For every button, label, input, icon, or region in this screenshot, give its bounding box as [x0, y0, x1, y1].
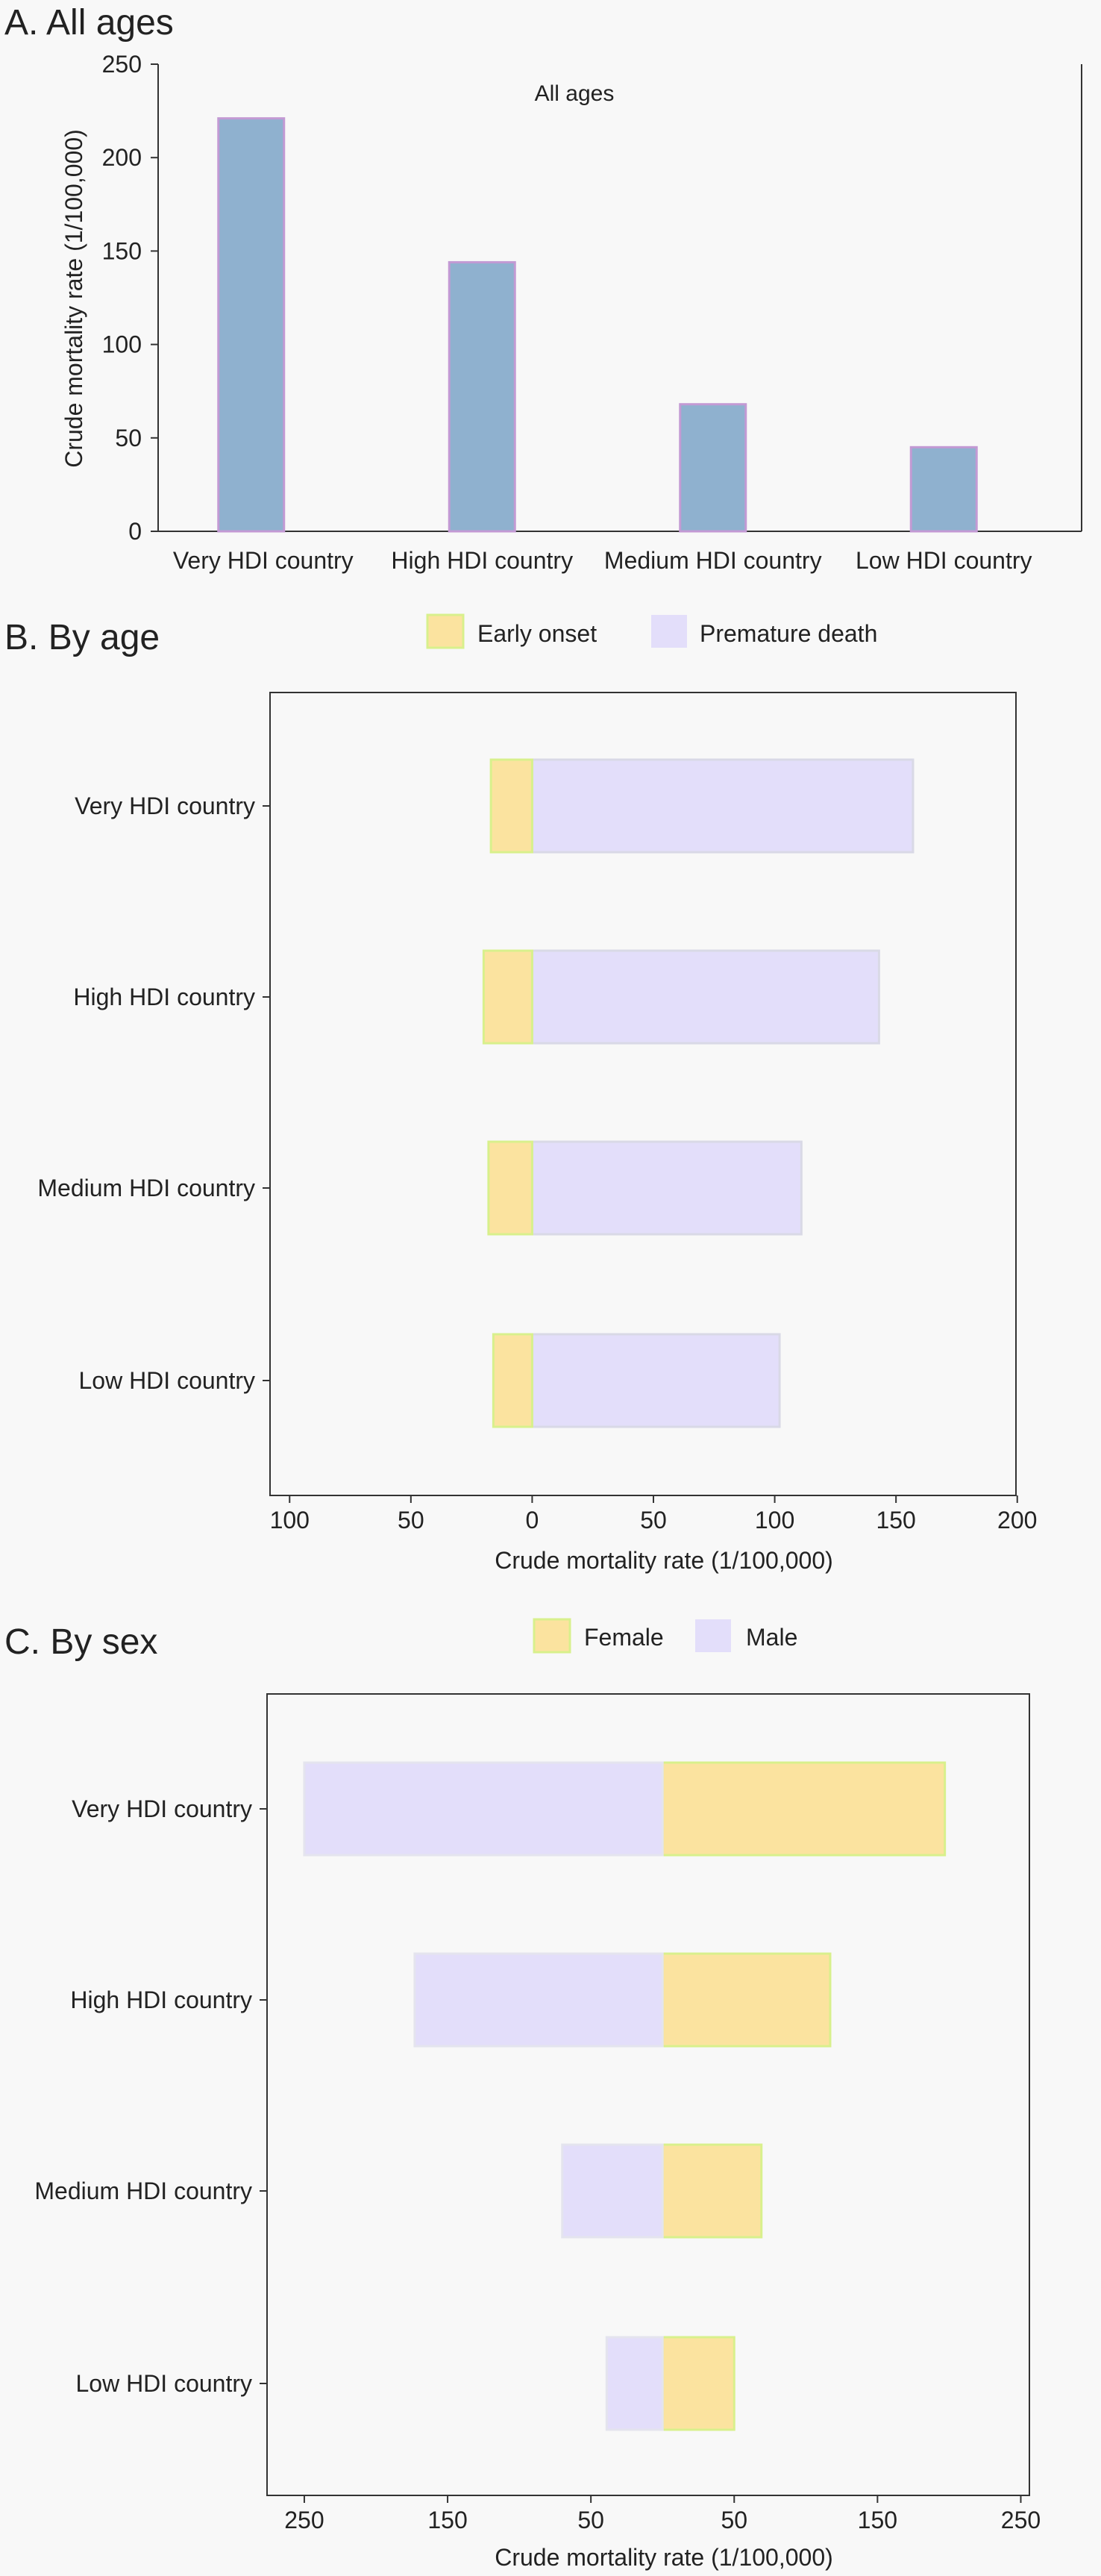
panel-b-x-tick-label: 100	[755, 1507, 794, 1534]
legend-male-label: Male	[746, 1624, 797, 1651]
panel-c-x-tick-label: 50	[721, 2507, 747, 2533]
legend-male-swatch	[695, 1619, 731, 1652]
legend-female-swatch	[533, 1618, 571, 1654]
panel-c-category-label: Medium HDI country	[34, 2178, 252, 2204]
panel-a-y-tick-label: 150	[102, 237, 142, 264]
panel-b-x-ticks: 100 50 0 50 100 150 200	[270, 1495, 1037, 1534]
panel-a-category-label: Very HDI country	[173, 547, 354, 574]
panel-c-category-label: Low HDI country	[75, 2370, 252, 2397]
panel-a-y-axis-label: Crude mortality rate (1/100,000)	[60, 129, 87, 468]
panel-c-category-label: High HDI country	[70, 1986, 252, 2013]
panel-c-x-tick-label: 250	[284, 2507, 324, 2533]
panel-c-bar-male-low-hdi-country	[605, 2336, 664, 2431]
panel-a-bar-medium-hdi-country	[679, 403, 747, 533]
panel-c-category-label: Very HDI country	[72, 1795, 252, 1822]
panel-c-category-labels: Very HDI country High HDI country Medium H…	[34, 1795, 267, 2397]
panel-b-bar-premature-death-medium-hdi-country	[530, 1140, 803, 1236]
panel-b-category-labels: Very HDI country High HDI country Medium H…	[37, 793, 270, 1394]
legend-early-onset-label: Early onset	[477, 620, 597, 647]
panel-b-title: B. By age	[4, 618, 160, 657]
panel-c-legend: Female Male	[533, 1618, 797, 1654]
panel-b-bar-premature-death-very-hdi-country	[530, 758, 915, 854]
panel-b-category-label: Medium HDI country	[37, 1175, 255, 1201]
panel-a-y-ticks: 0 50 100 150 200 250	[102, 51, 158, 545]
panel-b-bar-early-onset-high-hdi-country	[482, 949, 533, 1045]
panel-b-bar-premature-death-high-hdi-country	[530, 949, 880, 1045]
panel-c-x-ticks: 250 150 50 50 150 250	[284, 2495, 1041, 2533]
panel-c-x-tick-label: 150	[427, 2507, 467, 2533]
panel-b-bar-premature-death-low-hdi-country	[530, 1333, 781, 1428]
panel-c-x-tick-label: 50	[577, 2507, 604, 2533]
panel-c-bar-female-very-hdi-country	[661, 1761, 947, 1857]
panel-c-bar-female-low-hdi-country	[661, 2336, 735, 2431]
panel-a-bar-high-hdi-country	[448, 260, 516, 533]
panel-a-bars	[217, 117, 978, 533]
panel-c-bar-female-medium-hdi-country	[661, 2143, 763, 2239]
panel-c-bars	[303, 1761, 947, 2431]
panel-b: B. By age Early onset Premature death Ve…	[4, 613, 1037, 1574]
legend-early-onset-swatch	[426, 613, 465, 649]
panel-b-x-tick-label: 50	[640, 1507, 667, 1534]
panel-a-category-label: High HDI country	[391, 547, 573, 574]
panel-b-category-label: High HDI country	[73, 984, 255, 1010]
panel-a-title: A. All ages	[4, 3, 174, 43]
panel-a-category-labels: Very HDI country High HDI country Medium H…	[173, 547, 1032, 574]
panel-b-x-tick-label: 200	[997, 1507, 1037, 1534]
panel-a-category-label: Low HDI country	[856, 547, 1032, 574]
panel-b-bars	[482, 758, 915, 1428]
panel-a-y-tick-label: 0	[128, 518, 142, 545]
panel-a-bar-low-hdi-country	[909, 446, 978, 533]
panel-b-category-label: Very HDI country	[75, 793, 255, 819]
panel-b-legend: Early onset Premature death	[426, 613, 877, 649]
panel-a-y-tick-label: 50	[115, 425, 142, 451]
panel-b-bar-early-onset-medium-hdi-country	[487, 1140, 533, 1236]
panel-c-x-axis-label: Crude mortality rate (1/100,000)	[495, 2544, 833, 2571]
panel-b-x-tick-label: 150	[876, 1507, 915, 1534]
panel-a-y-tick-label: 200	[102, 144, 142, 171]
panel-b-x-axis-label: Crude mortality rate (1/100,000)	[495, 1547, 833, 1574]
panel-c: C. By sex Female Male Very HDI country Hi…	[4, 1618, 1041, 2571]
panel-c-x-tick-label: 250	[1001, 2507, 1041, 2533]
panel-a-category-label: Medium HDI country	[604, 547, 822, 574]
panel-a-inner-title: All ages	[535, 81, 615, 106]
panel-b-bar-early-onset-very-hdi-country	[489, 758, 533, 854]
panel-b-x-tick-label: 0	[526, 1507, 539, 1534]
panel-a: A. All ages 0 50 100 150 200 250 Very HDI cou…	[4, 3, 1082, 574]
legend-premature-death-swatch	[651, 615, 687, 648]
panel-b-x-tick-label: 100	[270, 1507, 310, 1534]
panel-c-bar-female-high-hdi-country	[661, 1952, 832, 2048]
legend-premature-death-label: Premature death	[700, 620, 877, 647]
panel-c-bar-male-medium-hdi-country	[561, 2143, 664, 2239]
panel-a-y-tick-label: 100	[102, 331, 142, 358]
panel-a-bar-very-hdi-country	[217, 117, 286, 533]
panel-b-bar-early-onset-low-hdi-country	[492, 1333, 533, 1428]
panel-c-plot-frame	[266, 1693, 1030, 2496]
panel-c-x-tick-label: 150	[858, 2507, 897, 2533]
legend-female-label: Female	[584, 1624, 664, 1651]
panel-b-category-label: Low HDI country	[78, 1367, 255, 1394]
panel-c-bar-male-very-hdi-country	[303, 1761, 664, 1857]
panel-b-plot-frame	[269, 692, 1017, 1496]
panel-b-x-tick-label: 50	[398, 1507, 424, 1534]
panel-c-title: C. By sex	[4, 1622, 157, 1662]
panel-c-bar-male-high-hdi-country	[413, 1952, 664, 2048]
panel-a-y-tick-label: 250	[102, 51, 142, 78]
